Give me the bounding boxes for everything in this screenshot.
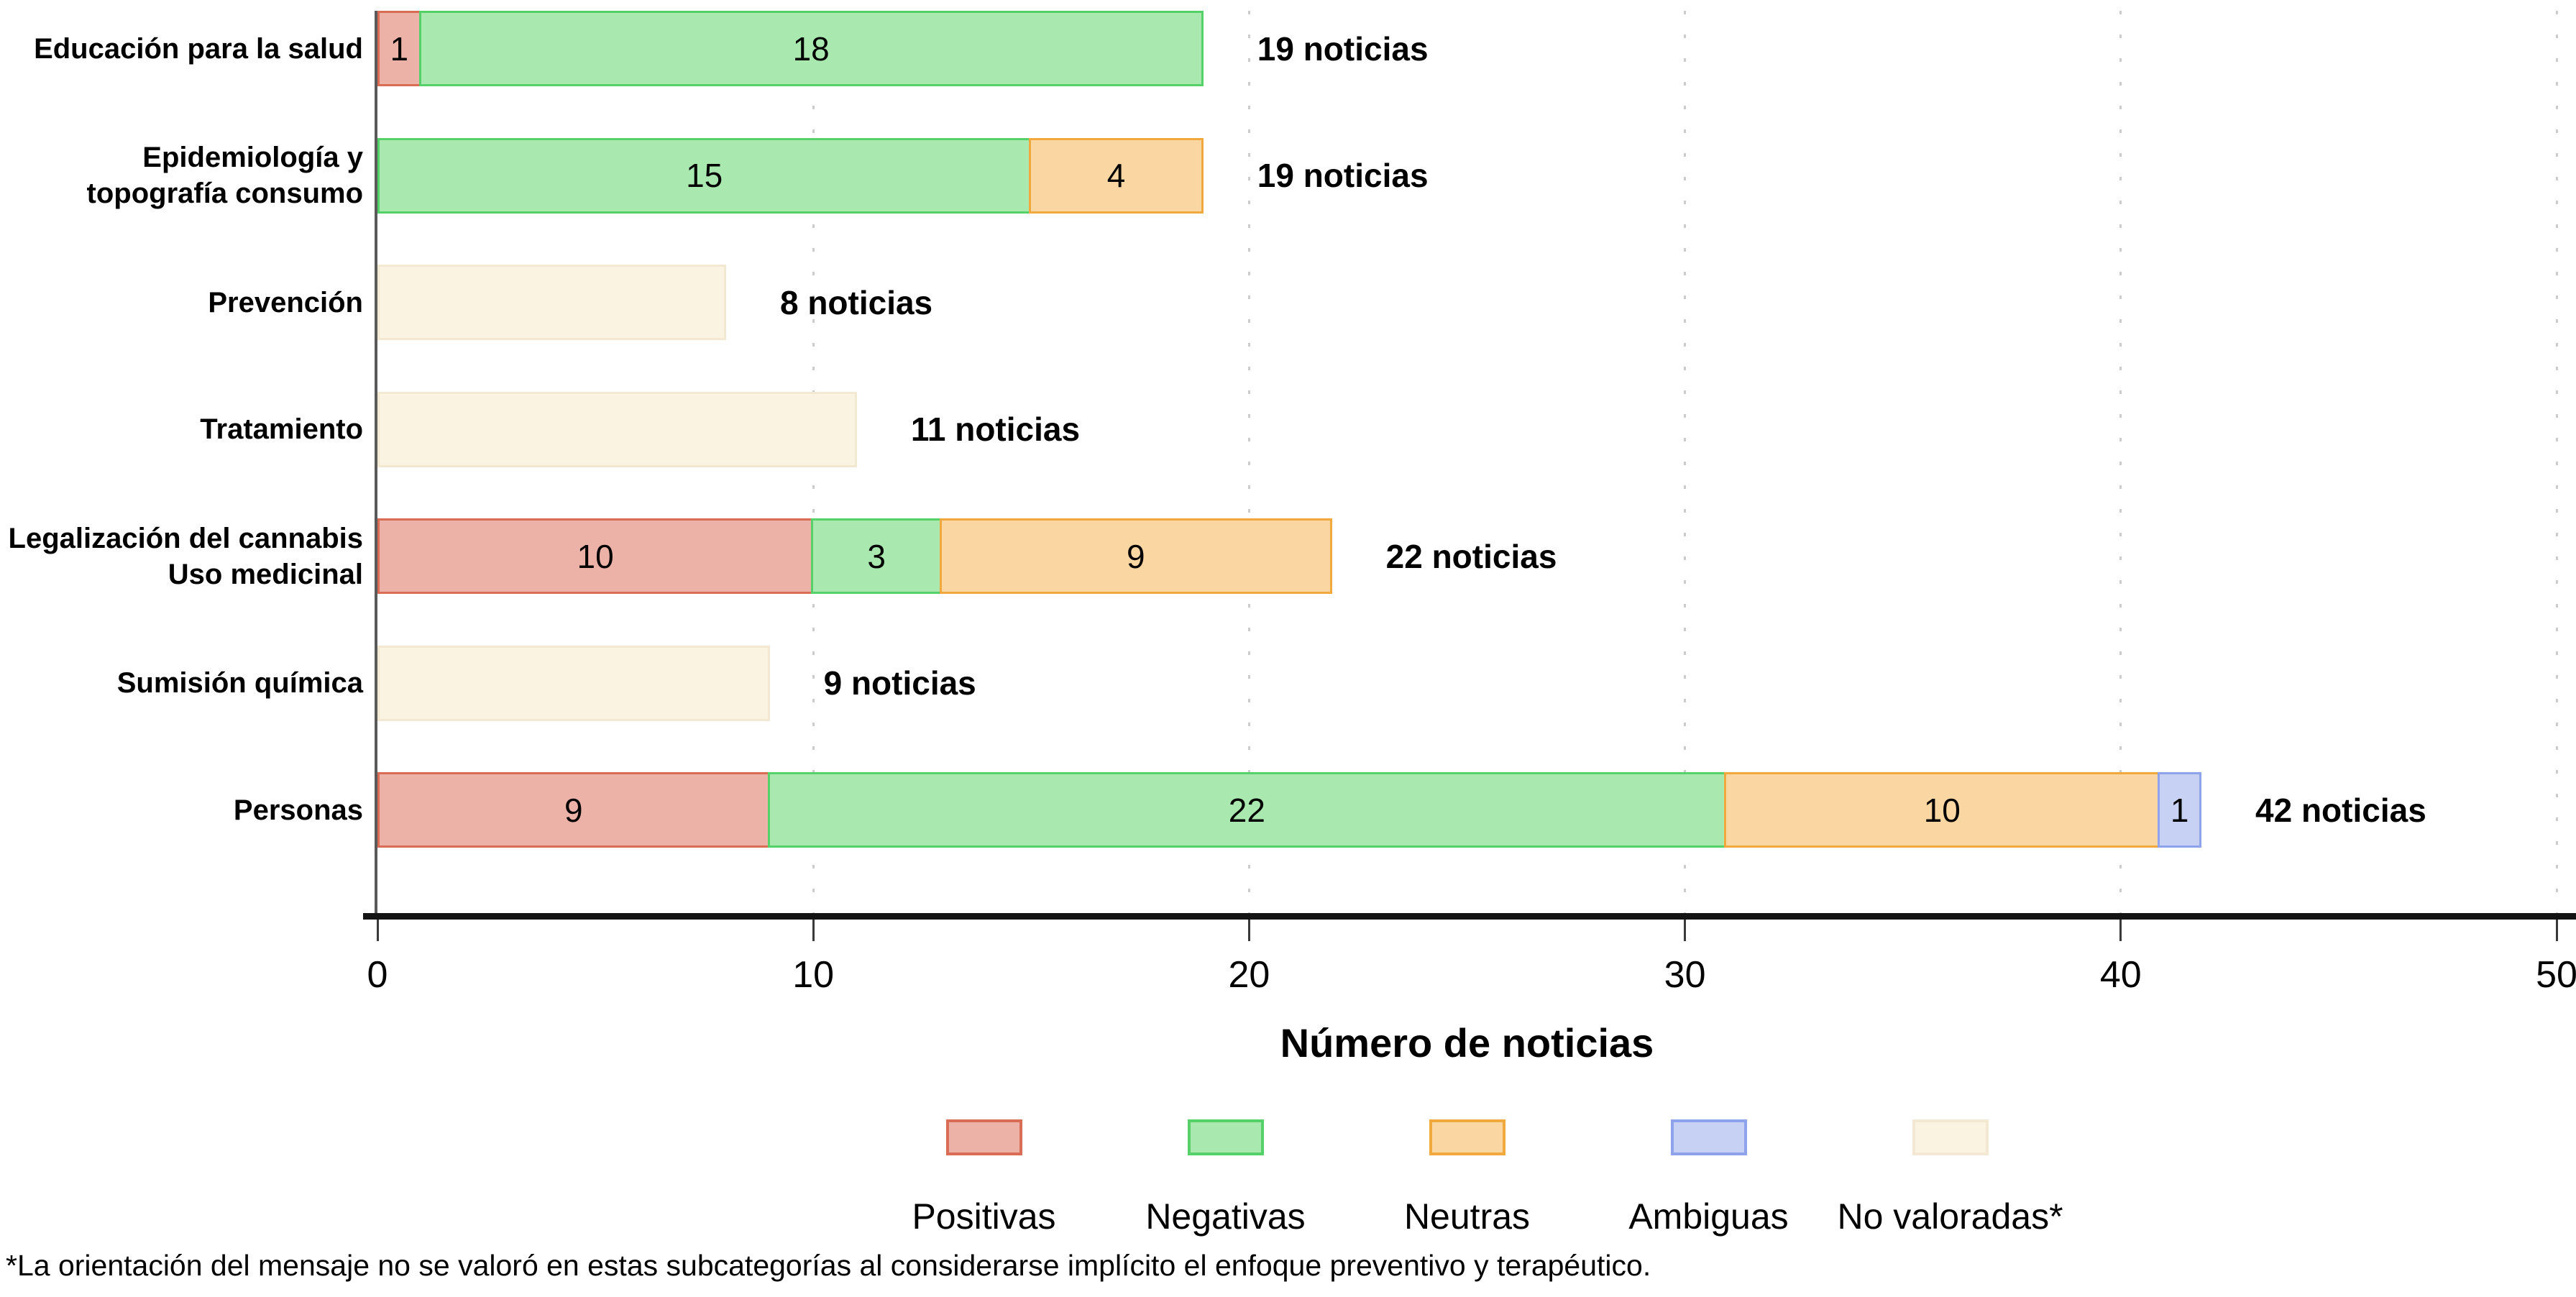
category-label: Epidemiología y topografía consumo — [86, 142, 363, 209]
legend-label: Positivas — [912, 1196, 1056, 1237]
category-label: Sumisión química — [116, 667, 363, 699]
legend-swatch-no_valoradas — [1912, 1119, 1989, 1155]
bar-segment-neutras: 4 — [1029, 137, 1204, 214]
category-label: Legalización del cannabis Uso medicinal — [8, 522, 363, 590]
legend-swatch-ambiguas — [1670, 1119, 1747, 1155]
stacked-bar: 9 noticias — [377, 645, 976, 721]
table-row: Personas 9 22 10 1 42 noticias — [0, 772, 2576, 899]
legend-item-ambiguas: Ambiguas — [1588, 1119, 1830, 1237]
stacked-bar: 10 3 9 22 noticias — [377, 518, 1557, 594]
tick-mark-40 — [2119, 920, 2122, 941]
gridline-30 — [1684, 11, 1687, 913]
y-axis-line — [375, 11, 377, 913]
bar-segment-no_valoradas — [377, 265, 726, 340]
tick-label-20: 20 — [1228, 954, 1270, 996]
category-label: Prevención — [208, 286, 363, 318]
stacked-bar: 9 22 10 1 42 noticias — [377, 772, 2426, 848]
legend-label: Negativas — [1145, 1196, 1306, 1237]
stacked-bar: 8 noticias — [377, 265, 932, 340]
bar-segment-no_valoradas — [377, 391, 857, 467]
legend-swatch-negativas — [1187, 1119, 1264, 1155]
tick-label-50: 50 — [2536, 954, 2576, 996]
total-label: 9 noticias — [823, 664, 976, 702]
bar-segment-positivas: 1 — [377, 11, 421, 86]
tick-mark-30 — [1684, 920, 1687, 941]
tick-label-10: 10 — [792, 954, 835, 996]
stacked-bar: 11 noticias — [377, 391, 1081, 467]
tick-label-30: 30 — [1664, 954, 1706, 996]
bar-segment-negativas: 18 — [418, 11, 1204, 86]
tick-mark-10 — [812, 920, 815, 941]
table-row: Tratamiento 11 noticias — [0, 391, 2576, 519]
table-row: Sumisión química 9 noticias — [0, 645, 2576, 773]
bar-rows: Educación para la salud 1 18 19 noticias Epi… — [0, 11, 2576, 899]
legend: Positivas Negativas Neutras Ambiguas No valo… — [377, 1119, 2557, 1237]
gridline-40 — [2119, 11, 2122, 913]
legend-swatch-neutras — [1429, 1119, 1505, 1155]
total-label: 19 noticias — [1257, 157, 1429, 194]
tick-mark-50 — [2555, 920, 2558, 941]
bar-segment-positivas: 10 — [377, 518, 814, 594]
total-label: 42 noticias — [2255, 791, 2426, 829]
table-row: Prevención 8 noticias — [0, 265, 2576, 392]
total-label: 19 noticias — [1257, 29, 1429, 68]
category-label: Tratamiento — [200, 413, 363, 445]
bar-segment-negativas: 15 — [377, 137, 1032, 214]
bar-segment-ambiguas: 1 — [2158, 772, 2201, 848]
tick-label-0: 0 — [367, 954, 388, 996]
bar-segment-negativas: 22 — [767, 772, 1727, 848]
gridline-50 — [2555, 11, 2558, 913]
footnote: *La orientación del mensaje no se valoró… — [6, 1249, 1651, 1282]
total-label: 11 noticias — [910, 411, 1081, 448]
stacked-bar: 1 18 19 noticias — [377, 11, 1429, 86]
gridline-20 — [1247, 11, 1250, 913]
bar-segment-positivas: 9 — [377, 772, 770, 848]
legend-swatch-positivas — [945, 1119, 1022, 1155]
legend-label: No valoradas* — [1837, 1196, 2063, 1237]
legend-label: Ambiguas — [1628, 1196, 1789, 1237]
tick-mark-20 — [1247, 920, 1250, 941]
legend-item-positivas: Positivas — [863, 1119, 1105, 1237]
category-label: Personas — [233, 794, 363, 826]
bar-segment-neutras: 10 — [1724, 772, 2160, 848]
legend-item-negativas: Negativas — [1105, 1119, 1347, 1237]
total-label: 22 noticias — [1385, 537, 1557, 575]
table-row: Epidemiología y topografía consumo 15 4 19 n… — [0, 137, 2576, 265]
stacked-bar: 15 4 19 noticias — [377, 137, 1429, 214]
table-row: Educación para la salud 1 18 19 noticias — [0, 11, 2576, 138]
legend-item-no_valoradas: No valoradas* — [1830, 1119, 2071, 1237]
x-axis-title: Número de noticias — [1280, 1020, 1654, 1065]
table-row: Legalización del cannabis Uso medicinal 10… — [0, 518, 2576, 646]
tick-label-40: 40 — [2099, 954, 2142, 996]
bar-segment-negativas: 3 — [811, 518, 943, 594]
x-axis-line — [363, 913, 2576, 920]
total-label: 8 noticias — [779, 283, 933, 321]
category-label: Educación para la salud — [34, 32, 363, 65]
tick-mark-0 — [376, 920, 379, 941]
legend-item-neutras: Neutras — [1347, 1119, 1588, 1237]
bar-segment-neutras: 9 — [940, 518, 1332, 594]
legend-label: Neutras — [1403, 1196, 1531, 1237]
bar-segment-no_valoradas — [377, 645, 770, 721]
